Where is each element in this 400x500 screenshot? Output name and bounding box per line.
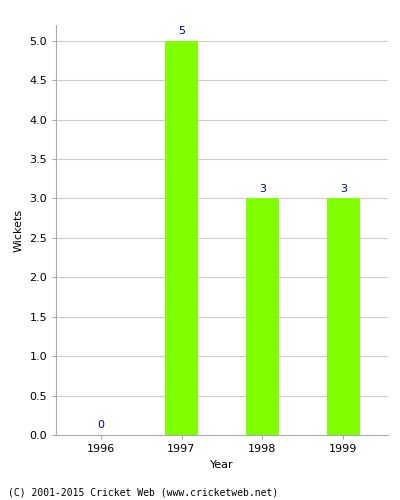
Bar [165,41,198,435]
Text: 5: 5 [178,26,185,36]
Text: 3: 3 [340,184,347,194]
Text: 3: 3 [259,184,266,194]
Text: (C) 2001-2015 Cricket Web (www.cricketweb.net): (C) 2001-2015 Cricket Web (www.cricketwe… [8,488,278,498]
Bar [246,198,279,435]
X-axis label: Year: Year [210,460,234,469]
Text: 0: 0 [97,420,104,430]
Y-axis label: Wickets: Wickets [14,208,24,252]
Bar [327,198,360,435]
